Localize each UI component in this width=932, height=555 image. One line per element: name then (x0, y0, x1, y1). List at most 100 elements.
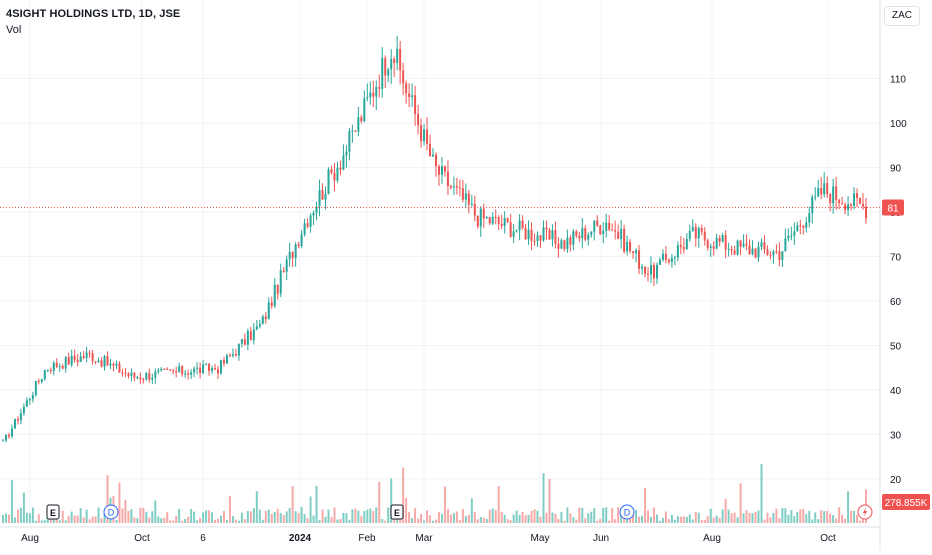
candle-body (19, 413, 22, 421)
candle-body (154, 371, 157, 378)
candle-body (850, 204, 853, 206)
volume-bar (429, 515, 432, 523)
candle-body (85, 352, 88, 359)
candle-body (333, 172, 336, 181)
volume-bar (169, 520, 172, 523)
volume-bar (859, 520, 862, 523)
volume-bar (518, 514, 521, 523)
volume-bar (748, 512, 751, 523)
candle-body (644, 266, 647, 274)
volume-bar (458, 519, 461, 523)
volume-bar (357, 510, 360, 523)
volume-bar (647, 510, 650, 523)
candle-body (802, 225, 805, 228)
candle-body (423, 129, 426, 142)
candle-body (312, 212, 315, 216)
volume-bar (754, 512, 757, 523)
volume-bar (629, 514, 632, 523)
currency-selector[interactable]: ZAC (884, 6, 920, 26)
volume-bar (467, 514, 470, 523)
volume-bar (590, 511, 593, 523)
volume-bar (333, 507, 336, 523)
volume-bar (557, 519, 560, 523)
volume-bar (739, 483, 742, 523)
volume-bar (291, 486, 294, 523)
volume-bar (479, 516, 482, 523)
candle-body (40, 379, 43, 382)
x-tick-label: May (531, 533, 550, 544)
candle-body (611, 229, 614, 231)
candle-body (467, 193, 470, 205)
volume-badge (882, 494, 930, 510)
candle-body (658, 259, 661, 265)
candle-body (638, 250, 641, 269)
volume-bar (285, 511, 288, 523)
candle-body (208, 363, 211, 372)
volume-bar (473, 511, 476, 523)
candle-body (754, 248, 757, 258)
candle-body (94, 361, 97, 363)
x-tick-label: Aug (21, 533, 39, 544)
candle-body (826, 183, 829, 194)
volume-bar (321, 509, 324, 523)
volume-bar (336, 519, 339, 523)
y-tick-label: 90 (890, 164, 902, 175)
volume-bar (658, 520, 661, 523)
volume-bar (2, 514, 4, 523)
candle-body (844, 204, 847, 210)
volume-bar (381, 519, 384, 523)
candle-body (211, 368, 214, 372)
candle-body (187, 373, 190, 375)
volume-bar (217, 518, 220, 523)
volume-bar (25, 512, 28, 523)
candle-body (52, 362, 55, 372)
x-tick-label: Jun (593, 533, 609, 544)
volume-bar (676, 516, 679, 523)
y-tick-label: 20 (890, 475, 902, 486)
candle-body (273, 284, 276, 307)
volume-bar (184, 518, 187, 523)
volume-bar (378, 481, 381, 523)
y-tick-label: 30 (890, 431, 902, 442)
candle-body (593, 220, 596, 232)
volume-bar (258, 509, 261, 523)
candle-body (670, 258, 673, 263)
volume-bar (733, 512, 736, 523)
candle-body (37, 381, 40, 383)
volume-bar (85, 509, 88, 523)
candle-body (306, 223, 309, 227)
volume-bar (638, 516, 641, 523)
candle-body (193, 368, 196, 373)
candle-body (452, 186, 455, 188)
dividend-marker-label: D (108, 508, 115, 518)
volume-bar (339, 519, 342, 523)
volume-bar (488, 509, 491, 523)
candle-body (709, 246, 712, 248)
volume-bar (814, 512, 817, 523)
volume-bar (524, 515, 527, 523)
volume-bar (760, 463, 763, 523)
candle-body (264, 316, 267, 319)
candle-body (354, 130, 357, 132)
volume-bar (832, 515, 835, 523)
candle-body (790, 235, 793, 237)
volume-bar (823, 511, 826, 523)
volume-bar (712, 517, 715, 523)
candle-body (76, 359, 79, 362)
volume-bar (193, 511, 196, 523)
volume-bar (745, 510, 748, 523)
candle-body (551, 230, 554, 240)
volume-bar (533, 509, 536, 523)
candle-body (429, 143, 432, 157)
candle-body (172, 370, 175, 372)
candle-body (91, 353, 94, 362)
volume-bar (417, 518, 420, 523)
volume-bar (641, 515, 644, 523)
volume-bar (614, 519, 617, 523)
volume-bar (599, 519, 602, 523)
earnings-marker-label: E (50, 508, 56, 518)
y-tick-label: 50 (890, 342, 902, 353)
candle-body (115, 363, 118, 366)
candle-body (100, 360, 103, 367)
